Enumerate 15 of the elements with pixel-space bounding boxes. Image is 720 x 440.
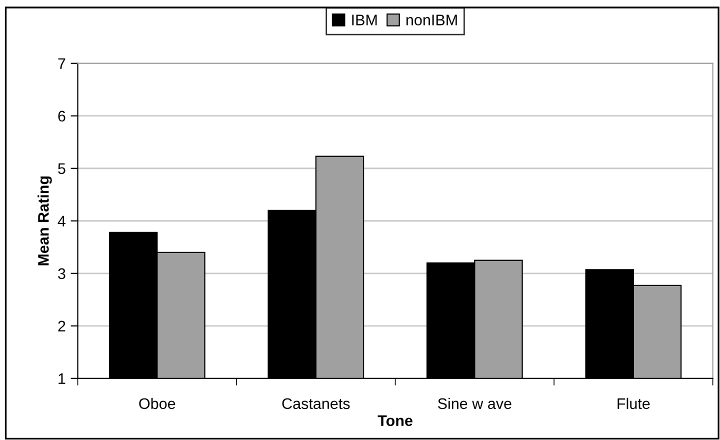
legend-label: nonIBM: [406, 14, 457, 26]
x-tick-label: Flute: [618, 398, 650, 410]
y-tick-label: 4: [58, 216, 66, 226]
y-tick-label: 1: [58, 373, 66, 384]
y-tick-label: 2: [58, 320, 66, 332]
x-axis-title: Tone: [378, 415, 412, 426]
y-tick-label: 3: [58, 268, 66, 280]
y-tick-label: 7: [58, 58, 66, 69]
x-tick-label: Castanets: [282, 398, 350, 410]
x-tick-label: Sine w ave: [438, 398, 512, 410]
x-tick-label: Oboe: [139, 398, 176, 410]
y-axis-title: Mean Rating: [38, 176, 52, 266]
legend-label: IBM: [352, 14, 377, 26]
y-tick-label: 5: [58, 163, 66, 174]
y-tick-label: 6: [58, 110, 66, 122]
